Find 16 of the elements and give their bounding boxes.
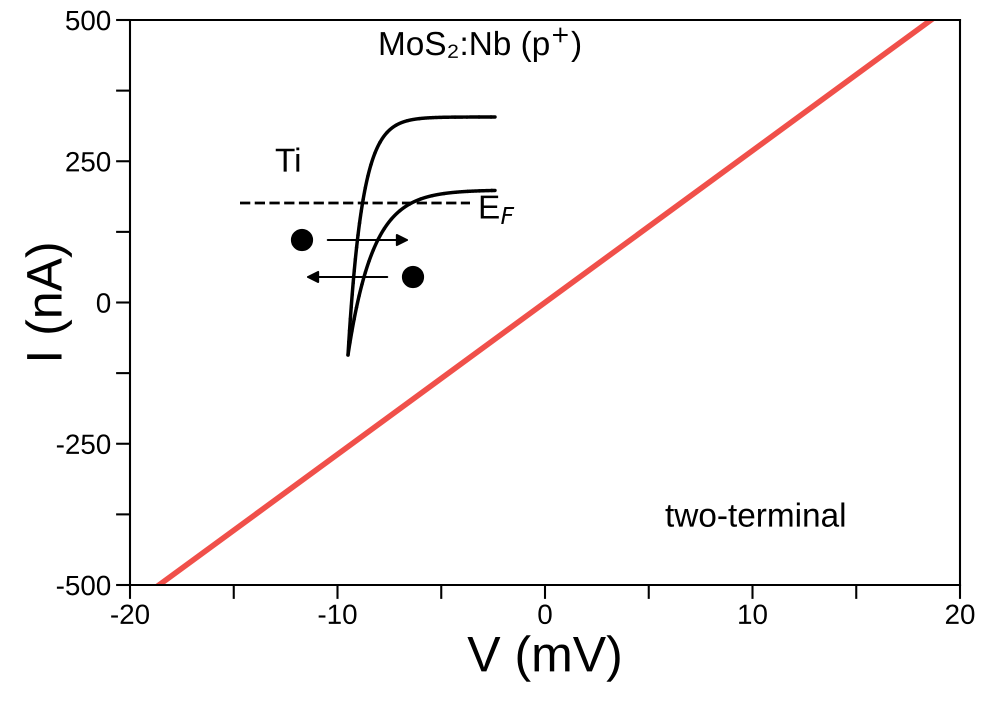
x-tick-label: 0 xyxy=(538,604,552,624)
y-tick-label: -500 xyxy=(56,576,110,596)
annotation: E$_{F}$ xyxy=(480,196,514,224)
x-tick-label: 20 xyxy=(946,604,974,624)
annotation: two-terminal xyxy=(666,502,844,527)
y-tick-label: -250 xyxy=(56,434,110,454)
x-tick-label: 10 xyxy=(739,604,767,624)
y-tick-label: 500 xyxy=(66,10,110,30)
annotation: MoS₂:Nb (p$^{+}$) xyxy=(380,28,580,62)
x-tick-label: -20 xyxy=(111,604,149,624)
y-axis-title: I (nA) xyxy=(25,244,72,359)
y-tick-label: 250 xyxy=(66,152,110,172)
annotation: Ti xyxy=(276,147,300,172)
x-tick-label: -10 xyxy=(318,604,356,624)
x-axis-title: V (mV) xyxy=(467,635,620,682)
y-tick-label: 0 xyxy=(96,293,110,313)
